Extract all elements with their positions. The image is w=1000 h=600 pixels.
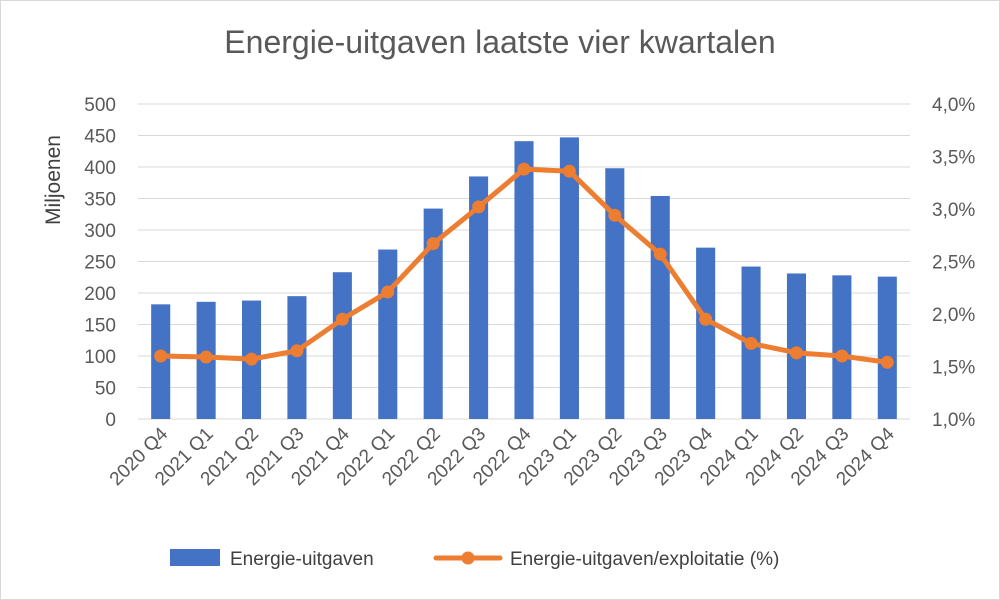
bar	[650, 195, 670, 419]
line-series	[154, 162, 894, 369]
y-tick-label: 350	[84, 190, 116, 211]
legend-label: Energie-uitgaven	[230, 549, 374, 570]
bar	[832, 275, 852, 419]
bar	[877, 276, 897, 419]
legend-label: Energie-uitgaven/exploitatie (%)	[510, 549, 779, 570]
y-tick-label: 500	[84, 95, 116, 116]
y2-tick-label: 2,5%	[932, 253, 975, 274]
legend-swatch-marker	[461, 551, 475, 565]
line-point	[472, 200, 486, 214]
y-tick-label: 250	[84, 253, 116, 274]
right-axis-ticks: 1,0% 1,5% 2,0% 2,5% 3,0% 3,5% 4,0%	[932, 95, 975, 431]
y-tick-label: 450	[84, 127, 116, 148]
y-tick-label: 0	[105, 410, 116, 431]
bar	[287, 296, 307, 419]
bar	[332, 272, 352, 419]
y-tick-label: 150	[84, 316, 116, 337]
legend-swatch-bar	[170, 549, 220, 566]
y2-tick-label: 4,0%	[932, 95, 975, 116]
y-tick-label: 300	[84, 221, 116, 242]
bar	[469, 176, 489, 419]
line-point	[608, 208, 622, 222]
bar	[605, 168, 625, 419]
left-axis-ticks: 0 50 100 150 200 250 300 350 400 450 500	[84, 95, 116, 431]
y2-tick-label: 3,5%	[932, 148, 975, 169]
line-point	[699, 312, 713, 326]
y2-tick-label: 2,0%	[932, 305, 975, 326]
bar	[559, 137, 579, 419]
bar	[696, 247, 716, 419]
line-point	[517, 162, 531, 176]
line-point	[653, 247, 667, 261]
y2-tick-label: 1,5%	[932, 358, 975, 379]
bar	[514, 141, 534, 420]
bar-series	[151, 137, 897, 420]
bar	[786, 273, 807, 419]
bar	[378, 249, 398, 419]
line-point	[426, 237, 440, 251]
y-tick-label: 50	[95, 379, 116, 400]
y-tick-label: 200	[84, 284, 116, 305]
line-point	[562, 164, 576, 178]
line-point	[335, 312, 349, 326]
bar	[423, 208, 443, 419]
y2-tick-label: 1,0%	[932, 410, 975, 431]
y-tick-label: 100	[84, 347, 116, 368]
line-point	[880, 355, 894, 369]
y-axis-title: Miljoenen	[42, 135, 65, 225]
y-tick-label: 400	[84, 158, 116, 179]
legend: Energie-uitgaven Energie-uitgaven/exploit…	[170, 549, 779, 570]
line-point	[245, 352, 259, 366]
line-point	[381, 285, 395, 299]
line-point	[789, 346, 803, 360]
y2-tick-label: 3,0%	[932, 200, 975, 221]
chart-title: Energie-uitgaven laatste vier kwartalen	[224, 24, 776, 60]
line-point	[199, 350, 213, 364]
line-point	[290, 344, 304, 358]
line-point	[744, 336, 758, 350]
line-point	[835, 349, 849, 363]
line-point	[154, 349, 168, 363]
